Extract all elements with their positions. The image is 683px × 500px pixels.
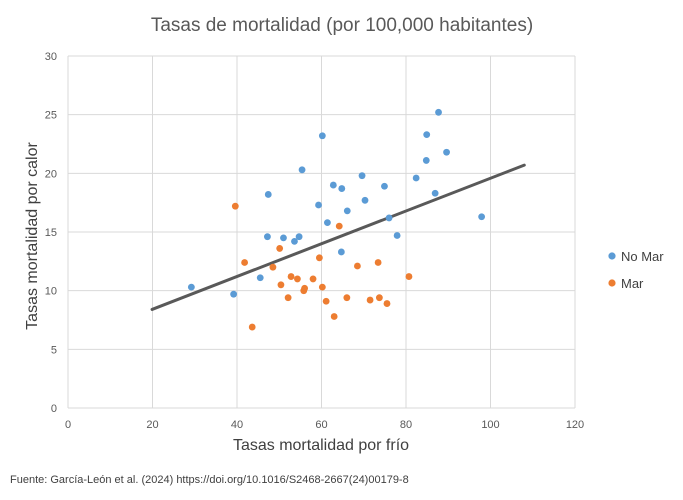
- point-no-mar: [315, 201, 322, 209]
- chart-title: Tasas de mortalidad (por 100,000 habitan…: [151, 15, 533, 36]
- y-tick-label: 25: [45, 110, 57, 122]
- point-no-mar: [264, 233, 271, 241]
- y-axis-ticks: 0 5 10 15 20 25 30: [45, 51, 57, 415]
- point-no-mar: [443, 148, 450, 156]
- x-axis-ticks: 0 20 40 60 80 100 120: [65, 419, 584, 431]
- point-mar: [294, 275, 301, 283]
- point-no-mar: [256, 274, 264, 282]
- x-tick-label: 80: [400, 419, 412, 431]
- y-tick-label: 15: [45, 227, 57, 239]
- x-tick-label: 20: [146, 419, 158, 431]
- point-mar: [343, 294, 351, 302]
- point-no-mar: [329, 181, 337, 189]
- point-no-mar: [187, 283, 195, 291]
- y-tick-label: 10: [45, 286, 57, 298]
- data-points: [187, 108, 486, 331]
- point-no-mar: [361, 196, 369, 204]
- point-mar: [330, 313, 338, 320]
- x-tick-label: 60: [315, 419, 327, 431]
- point-mar: [287, 273, 295, 280]
- gridlines: [67, 55, 576, 409]
- point-mar: [284, 294, 292, 302]
- point-mar: [309, 275, 317, 283]
- point-no-mar: [423, 131, 431, 139]
- point-no-mar: [422, 157, 430, 164]
- point-no-mar: [337, 248, 345, 256]
- point-mar: [366, 296, 374, 304]
- y-tick-label: 0: [51, 403, 57, 415]
- point-no-mar: [280, 234, 287, 242]
- y-tick-label: 30: [45, 51, 57, 63]
- y-axis-title: Tasas mortalidad por calor: [24, 142, 41, 330]
- y-tick-label: 20: [45, 168, 57, 180]
- point-mar: [335, 222, 343, 230]
- point-mar: [248, 323, 256, 331]
- legend-label-no-mar: No Mar: [621, 249, 664, 264]
- point-no-mar: [431, 189, 439, 197]
- point-no-mar: [291, 237, 298, 245]
- point-no-mar: [298, 166, 306, 174]
- legend-marker-mar: [608, 279, 616, 287]
- point-mar: [375, 294, 383, 302]
- point-no-mar: [264, 191, 272, 198]
- point-mar: [322, 297, 330, 305]
- legend: No Mar Mar: [608, 249, 664, 291]
- point-mar: [276, 245, 284, 252]
- x-tick-label: 100: [481, 419, 499, 431]
- point-no-mar: [230, 290, 238, 298]
- point-no-mar: [338, 185, 346, 192]
- x-tick-label: 40: [231, 419, 243, 431]
- point-mar: [354, 262, 361, 270]
- point-mar: [269, 263, 277, 271]
- legend-marker-no-mar: [608, 252, 616, 260]
- point-no-mar: [358, 172, 366, 180]
- trendline-layer: [150, 163, 526, 311]
- point-no-mar: [343, 207, 351, 215]
- point-mar: [277, 281, 285, 289]
- point-mar: [383, 300, 391, 307]
- x-axis-title: Tasas mortalidad por frío: [233, 437, 409, 454]
- point-no-mar: [478, 213, 486, 221]
- point-mar: [405, 273, 413, 280]
- x-tick-label: 120: [566, 419, 584, 431]
- source-note: Fuente: García-León et al. (2024) https:…: [10, 474, 409, 486]
- point-no-mar: [324, 219, 331, 227]
- point-mar: [318, 283, 326, 291]
- y-tick-label: 5: [51, 344, 57, 356]
- point-mar: [301, 284, 308, 292]
- trendline: [150, 163, 526, 311]
- point-mar: [241, 259, 249, 266]
- point-mar: [231, 202, 239, 210]
- point-no-mar: [295, 233, 303, 241]
- point-no-mar: [412, 174, 420, 182]
- point-mar: [374, 259, 382, 266]
- point-mar: [315, 254, 323, 262]
- point-no-mar: [381, 182, 388, 190]
- point-no-mar: [385, 214, 393, 222]
- point-no-mar: [435, 108, 442, 116]
- legend-label-mar: Mar: [621, 276, 644, 291]
- point-no-mar: [318, 132, 326, 140]
- x-tick-label: 0: [65, 419, 71, 431]
- point-no-mar: [393, 232, 401, 239]
